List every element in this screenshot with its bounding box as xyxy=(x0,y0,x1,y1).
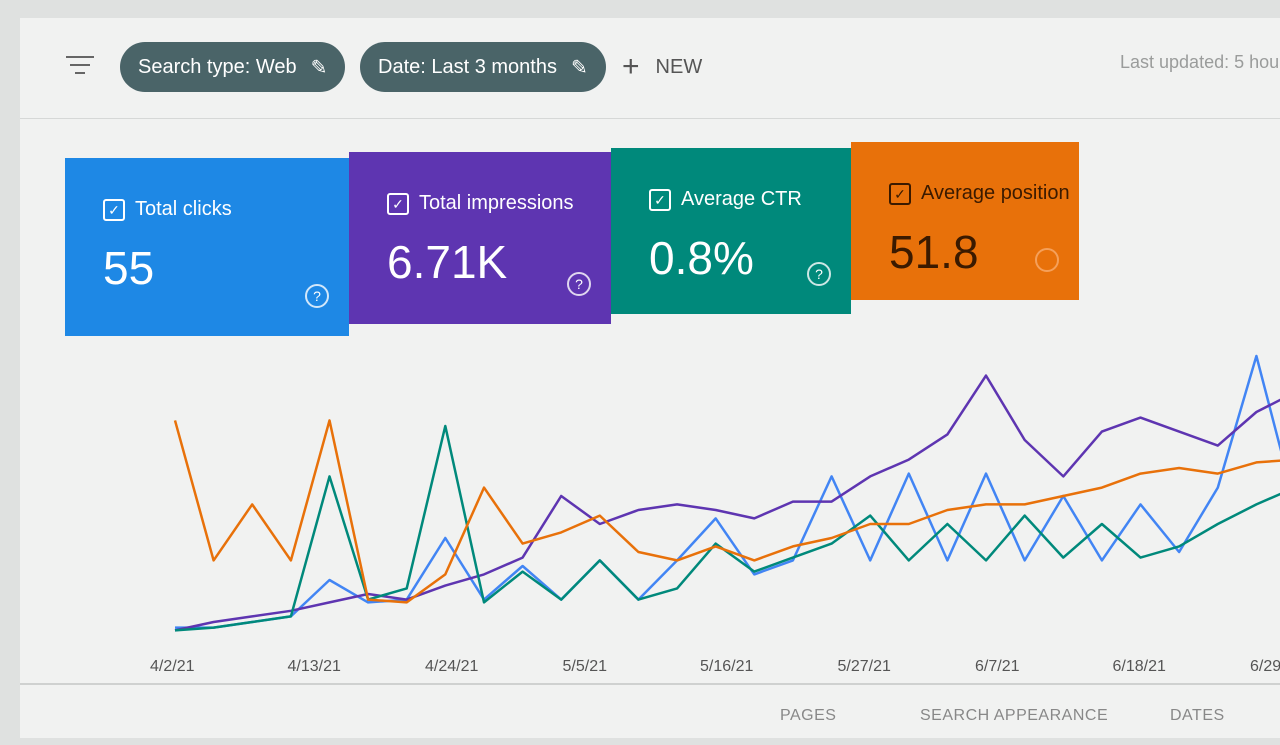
search-type-chip[interactable]: Search type: Web ✎ xyxy=(120,42,346,92)
card-label: Total impressions xyxy=(419,192,574,214)
x-tick-label: 4/2/21 xyxy=(150,658,195,675)
checkbox-icon[interactable]: ✓ xyxy=(649,188,671,211)
help-icon[interactable]: ? xyxy=(305,284,329,308)
last-updated: Last updated: 5 hours xyxy=(1120,52,1280,72)
x-tick-label: 6/7/21 xyxy=(975,658,1020,675)
filter-bar: Search type: Web ✎ Date: Last 3 months ✎… xyxy=(20,18,1280,119)
card-label: Average position xyxy=(921,182,1070,204)
help-icon[interactable]: ? xyxy=(567,272,591,296)
help-icon[interactable] xyxy=(1035,248,1059,272)
card-total-clicks[interactable]: ✓ Total clicks 55 ? xyxy=(65,158,349,336)
x-tick-label: 6/18/21 xyxy=(1113,658,1166,675)
dimension-tabs: PAGES SEARCH APPEARANCE DATES xyxy=(20,683,1280,745)
card-label: Total clicks xyxy=(135,198,232,220)
card-value: 55 xyxy=(103,242,155,294)
new-label: NEW xyxy=(655,55,703,78)
help-icon[interactable]: ? xyxy=(807,262,831,286)
card-value: 0.8% xyxy=(649,232,754,284)
performance-chart: 4/2/21 4/13/21 4/24/21 5/5/21 5/16/21 5/27/21… xyxy=(150,354,1280,675)
x-tick-label: 5/16/21 xyxy=(700,658,753,675)
card-value: 6.71K xyxy=(387,236,508,288)
date-chip[interactable]: Date: Last 3 months ✎ xyxy=(360,42,606,92)
checkbox-icon[interactable]: ✓ xyxy=(103,198,125,221)
card-value: 51.8 xyxy=(889,226,979,278)
series-line-average-position xyxy=(173,419,1280,604)
card-label: Average CTR xyxy=(681,188,802,210)
x-tick-label: 4/13/21 xyxy=(288,658,341,675)
tab-search-appearance[interactable]: SEARCH APPEARANCE xyxy=(920,707,1109,724)
tab-pages[interactable]: PAGES xyxy=(780,707,837,724)
series-line-total-impressions xyxy=(174,374,1280,632)
filter-icon[interactable] xyxy=(66,56,94,80)
card-average-ctr[interactable]: ✓ Average CTR 0.8% ? xyxy=(611,148,851,314)
card-average-position[interactable]: ✓ Average position 51.8 xyxy=(851,142,1079,300)
x-tick-label: 5/5/21 xyxy=(563,658,608,675)
x-tick-label: 5/27/21 xyxy=(838,658,891,675)
series-line-total-clicks xyxy=(175,354,1280,629)
checkbox-icon[interactable]: ✓ xyxy=(889,182,911,205)
chip-label: Date: Last 3 months xyxy=(378,55,557,78)
pencil-icon[interactable]: ✎ xyxy=(570,56,588,79)
checkbox-icon[interactable]: ✓ xyxy=(387,192,409,215)
performance-page: Search type: Web ✎ Date: Last 3 months ✎… xyxy=(20,18,1280,738)
metric-cards: ✓ Total clicks 55 ? ✓ Total impressions 6.… xyxy=(65,142,1079,336)
chip-label: Search type: Web xyxy=(138,55,297,78)
x-tick-label: 6/29/21 xyxy=(1250,658,1280,675)
x-tick-label: 4/24/21 xyxy=(425,658,478,675)
plus-icon: + xyxy=(622,50,640,83)
new-filter-button[interactable]: + NEW xyxy=(622,50,702,84)
card-total-impressions[interactable]: ✓ Total impressions 6.71K ? xyxy=(349,152,611,324)
series-line-average-ctr xyxy=(174,424,1280,632)
tab-dates[interactable]: DATES xyxy=(1170,707,1225,724)
pencil-icon[interactable]: ✎ xyxy=(310,56,328,79)
